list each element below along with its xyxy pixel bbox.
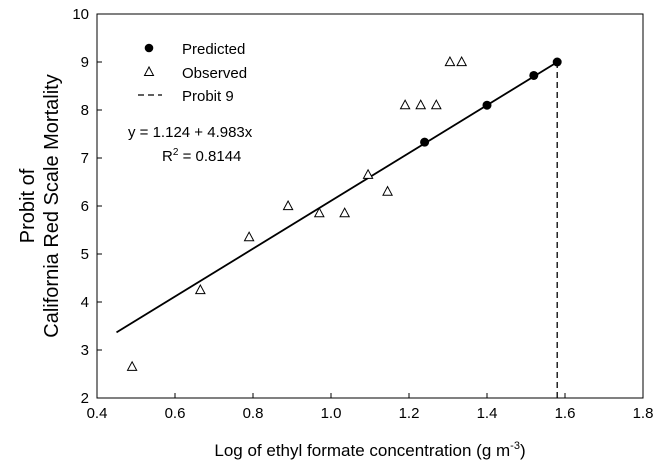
x-tick-label: 0.6 [165,405,186,422]
x-tick-label: 1.6 [555,405,576,422]
y-tick-label: 5 [81,246,89,263]
x-tick-label: 1.0 [321,405,342,422]
observed-series [128,57,467,370]
observed-point [401,100,410,109]
y-axis-title-line2: California Red Scale Mortality [41,74,63,337]
y-tick-label: 9 [81,54,89,71]
predicted-point [553,58,562,67]
predicted-point [483,101,492,110]
observed-point [383,187,392,196]
observed-point [245,232,254,241]
x-tick-label: 1.2 [399,405,420,422]
equation-text: y = 1.124 + 4.983x [128,124,253,141]
legend: Predicted Observed Probit 9 [138,41,247,105]
legend-observed-marker [145,67,154,76]
observed-point [196,285,205,294]
x-tick-label: 0.8 [243,405,264,422]
observed-point [445,57,454,66]
y-tick-label: 3 [81,342,89,359]
y-tick-label: 8 [81,102,89,119]
y-tick-label: 6 [81,198,89,215]
observed-point [363,170,372,179]
observed-point [432,100,441,109]
x-axis-title: Log of ethyl formate concentration (g m-… [214,440,525,460]
x-tick-label: 1.8 [633,405,654,422]
x-tick-label: 1.4 [477,405,498,422]
y-axis-title-line1: Probit of [17,168,39,243]
y-tick-label: 10 [72,6,89,23]
legend-observed-label: Observed [182,65,247,82]
legend-probit9-label: Probit 9 [182,88,234,105]
predicted-point [529,71,538,80]
x-axis-ticks: 0.4 0.6 0.8 1.0 1.2 1.4 1.6 1.8 [87,393,654,422]
y-axis-title: Probit of California Red Scale Mortality [17,74,63,337]
observed-point [340,208,349,217]
x-tick-label: 0.4 [87,405,108,422]
legend-predicted-marker [145,44,154,53]
regression-equation: y = 1.124 + 4.983x R2 = 0.8144 [128,124,253,165]
observed-point [284,201,293,210]
observed-point [457,57,466,66]
legend-predicted-label: Predicted [182,41,245,58]
observed-point [416,100,425,109]
y-tick-label: 7 [81,150,89,167]
r-squared-text: R2 = 0.8144 [162,147,241,165]
predicted-point [420,138,429,147]
y-tick-label: 4 [81,294,89,311]
plot-area-frame [97,14,643,398]
observed-point [128,362,137,371]
